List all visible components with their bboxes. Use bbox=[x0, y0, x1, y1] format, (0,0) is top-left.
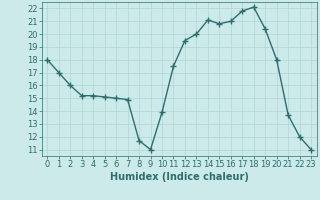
X-axis label: Humidex (Indice chaleur): Humidex (Indice chaleur) bbox=[110, 172, 249, 182]
